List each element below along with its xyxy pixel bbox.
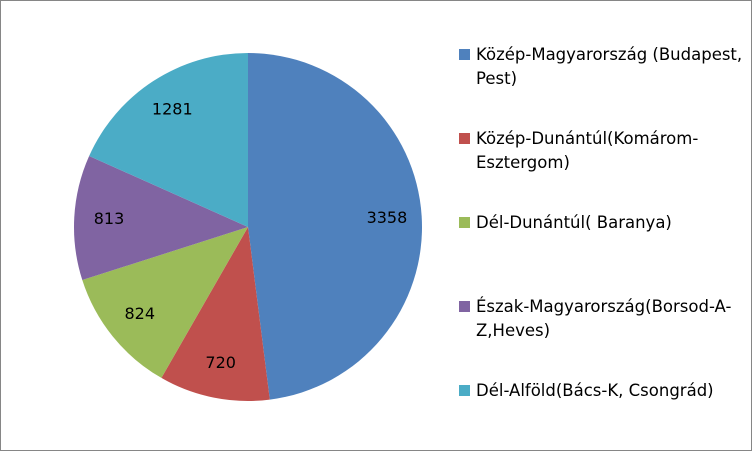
- legend-item: Dél-Dunántúl( Baranya): [456, 211, 746, 235]
- pie-slice: [89, 52, 248, 227]
- legend-label: Dél-Dunántúl( Baranya): [476, 213, 672, 232]
- legend-swatch: [459, 385, 470, 396]
- legend-label: Dél-Alföld(Bács-K, Csongrád): [476, 381, 714, 400]
- pie-area: 3358 720 824 813 1281: [73, 52, 423, 401]
- legend-swatch: [459, 217, 470, 228]
- data-label: 1281: [152, 100, 193, 119]
- legend-label: Közép-Dunántúl(Komárom-Esztergom): [476, 129, 699, 172]
- data-label: 813: [94, 209, 125, 228]
- data-label: 3358: [367, 208, 408, 227]
- legend-item: Dél-Alföld(Bács-K, Csongrád): [456, 379, 746, 403]
- legend-swatch: [459, 49, 470, 60]
- legend-item: Közép-Dunántúl(Komárom-Esztergom): [456, 127, 746, 175]
- legend-label: Észak-Magyarország(Borsod-A-Z,Heves): [476, 297, 732, 340]
- legend-swatch: [459, 133, 470, 144]
- legend-swatch: [459, 301, 470, 312]
- legend-item: Észak-Magyarország(Borsod-A-Z,Heves): [456, 295, 746, 343]
- pie-slice: [73, 155, 248, 281]
- legend-label: Közép-Magyarország (Budapest, Pest): [476, 45, 743, 88]
- data-label: 824: [124, 304, 155, 323]
- data-label: 720: [205, 353, 236, 372]
- legend-item: Közép-Magyarország (Budapest, Pest): [456, 43, 746, 91]
- pie-slice: [82, 227, 248, 378]
- pie-slice: [248, 53, 423, 400]
- pie-slice: [161, 227, 270, 401]
